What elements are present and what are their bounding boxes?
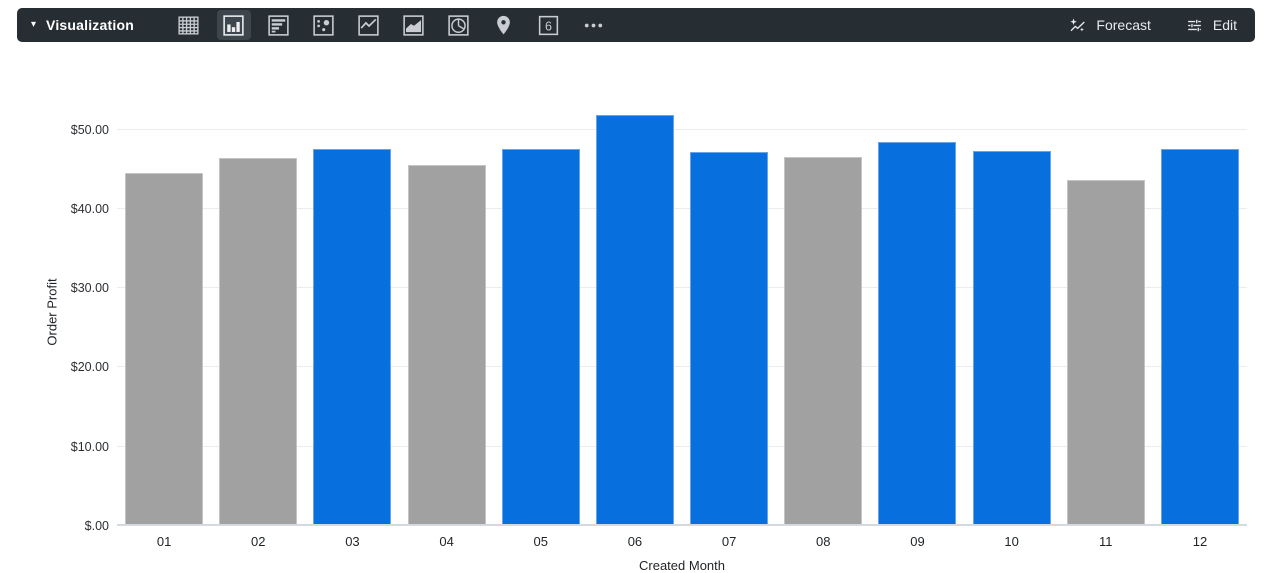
x-tick-label: 02 [251,534,266,549]
forecast-button-label: Forecast [1096,17,1151,33]
viz-type-more[interactable] [577,10,611,40]
x-tick-label: 12 [1192,534,1208,549]
bar-slot [305,90,399,526]
viz-type-bar[interactable] [262,10,296,40]
forecast-sparkle-icon [1068,16,1087,35]
bar-chart-icon [266,13,291,38]
x-tick-label: 05 [533,534,548,549]
gridline [117,287,1247,289]
visualization-menu-button[interactable]: ▾ Visualization [31,8,134,42]
viz-type-pie[interactable] [442,10,476,40]
gridline [117,366,1247,368]
x-tick-label: 07 [721,534,737,549]
gridline [117,128,1247,130]
viz-type-line[interactable] [352,10,386,40]
x-tick-label: 11 [1099,534,1113,549]
viz-type-area[interactable] [397,10,431,40]
y-tick-label: $30.00 [70,281,109,296]
bar-month-04[interactable] [407,165,486,526]
area-chart-icon [401,13,426,38]
x-tick-label: 04 [439,534,454,549]
bar-month-07[interactable] [690,151,769,526]
viz-type-single-value[interactable]: 6 [532,10,566,40]
bar-slot [588,90,682,526]
x-tick-label: 01 [156,534,172,549]
viz-type-column[interactable] [216,10,251,40]
y-tick-label: $10.00 [70,439,109,454]
bar-month-08[interactable] [784,156,863,526]
table-chart-icon [176,13,201,38]
toolbar-actions: Forecast Edit [1068,16,1237,35]
x-tick-label: 10 [1004,534,1019,549]
bar-month-11[interactable] [1066,179,1145,526]
edit-button-label: Edit [1212,17,1237,33]
x-tick-label: 06 [627,534,643,549]
bar-slot [1153,90,1247,526]
svg-text:6: 6 [545,19,552,33]
x-axis-title: Created Month [639,558,725,573]
edit-button[interactable]: Edit [1185,16,1237,35]
y-tick-label: $50.00 [70,122,109,137]
scatter-chart-icon [311,13,336,38]
bar-month-03[interactable] [313,148,392,526]
bar-slot [494,90,588,526]
bar-series [117,90,1247,526]
viz-type-table[interactable] [172,10,206,40]
column-chart-icon [221,13,246,38]
bar-month-05[interactable] [501,148,580,526]
visualization-panel: ▾ Visualization 6 [0,8,1272,573]
bar-month-12[interactable] [1160,149,1239,526]
bar-slot [870,90,964,526]
visualization-toolbar: ▾ Visualization 6 [17,8,1255,42]
forecast-button[interactable]: Forecast [1068,16,1151,35]
bar-month-01[interactable] [125,173,204,526]
bar-month-09[interactable] [878,141,957,526]
y-tick-label: $20.00 [70,360,109,375]
toolbar-title: Visualization [46,17,134,33]
tune-sliders-icon [1185,16,1204,35]
x-axis-line [117,524,1247,526]
caret-down-icon: ▾ [31,19,37,30]
single-value-chart-icon: 6 [536,13,561,38]
bar-month-10[interactable] [972,151,1051,526]
bar-slot [400,90,494,526]
viz-type-map-pin[interactable] [487,10,521,40]
bar-month-02[interactable] [219,158,298,526]
x-tick-label: 09 [910,534,925,549]
column-chart: Order Profit $.00 $10.00 $20.00 $30.00 $40.0… [0,42,1272,573]
bar-slot [211,90,305,526]
x-tick-label: 03 [345,534,360,549]
ellipsis-icon [581,13,606,38]
bar-slot [682,90,776,526]
plot-area [117,90,1247,526]
bar-slot [965,90,1059,526]
map-pin-chart-icon [491,13,516,38]
y-tick-label: $.00 [84,519,109,533]
y-axis: $.00 $10.00 $20.00 $30.00 $40.00 $50.00 [0,90,109,533]
x-axis: 01 02 03 04 05 06 07 08 09 10 11 12 [117,534,1247,549]
pie-chart-icon [446,13,471,38]
viz-type-switcher: 6 [172,10,611,40]
line-chart-icon [356,13,381,38]
bar-slot [776,90,870,526]
y-tick-label: $40.00 [70,201,109,216]
gridline [117,207,1247,209]
bar-slot [117,90,211,526]
gridline [117,445,1247,447]
bar-month-06[interactable] [595,114,674,526]
bar-slot [1059,90,1153,526]
x-tick-label: 08 [816,534,831,549]
viz-type-scatter[interactable] [307,10,341,40]
